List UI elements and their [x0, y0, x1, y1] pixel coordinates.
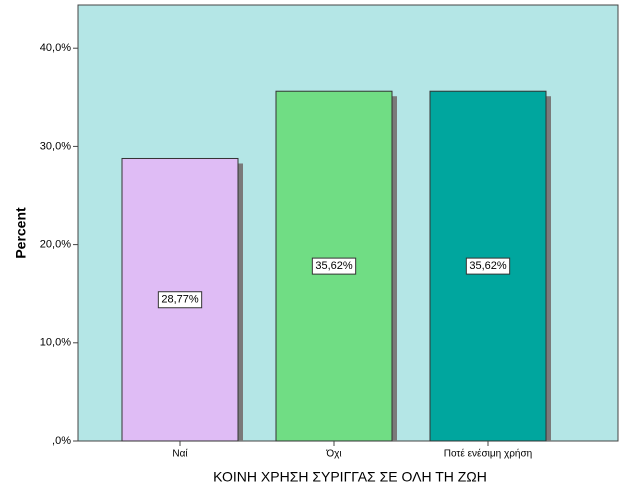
y-tick-label: 10,0% [40, 337, 71, 349]
value-label: 28,77% [161, 294, 199, 306]
value-label: 35,62% [315, 260, 353, 272]
y-tick-label: 20,0% [40, 239, 71, 251]
x-tick-label: Όχι [325, 449, 341, 460]
x-axis-label: ΚΟΙΝΗ ΧΡΗΣΗ ΣΥΡΙΓΓΑΣ ΣΕ ΟΛΗ ΤΗ ΖΩΗ [213, 469, 487, 485]
value-label-box [465, 257, 511, 275]
y-tick-label: 40,0% [40, 42, 71, 54]
x-tick-label: Ναί [172, 448, 188, 460]
value-label-box [157, 291, 203, 309]
y-tick-label: ,0% [52, 435, 71, 447]
x-tick-label: Ποτέ ενέσιμη χρήση [444, 448, 532, 460]
value-label-box [311, 257, 357, 275]
value-label: 35,62% [469, 260, 507, 272]
y-axis-label: Percent [13, 207, 29, 259]
y-tick-label: 30,0% [40, 140, 71, 152]
